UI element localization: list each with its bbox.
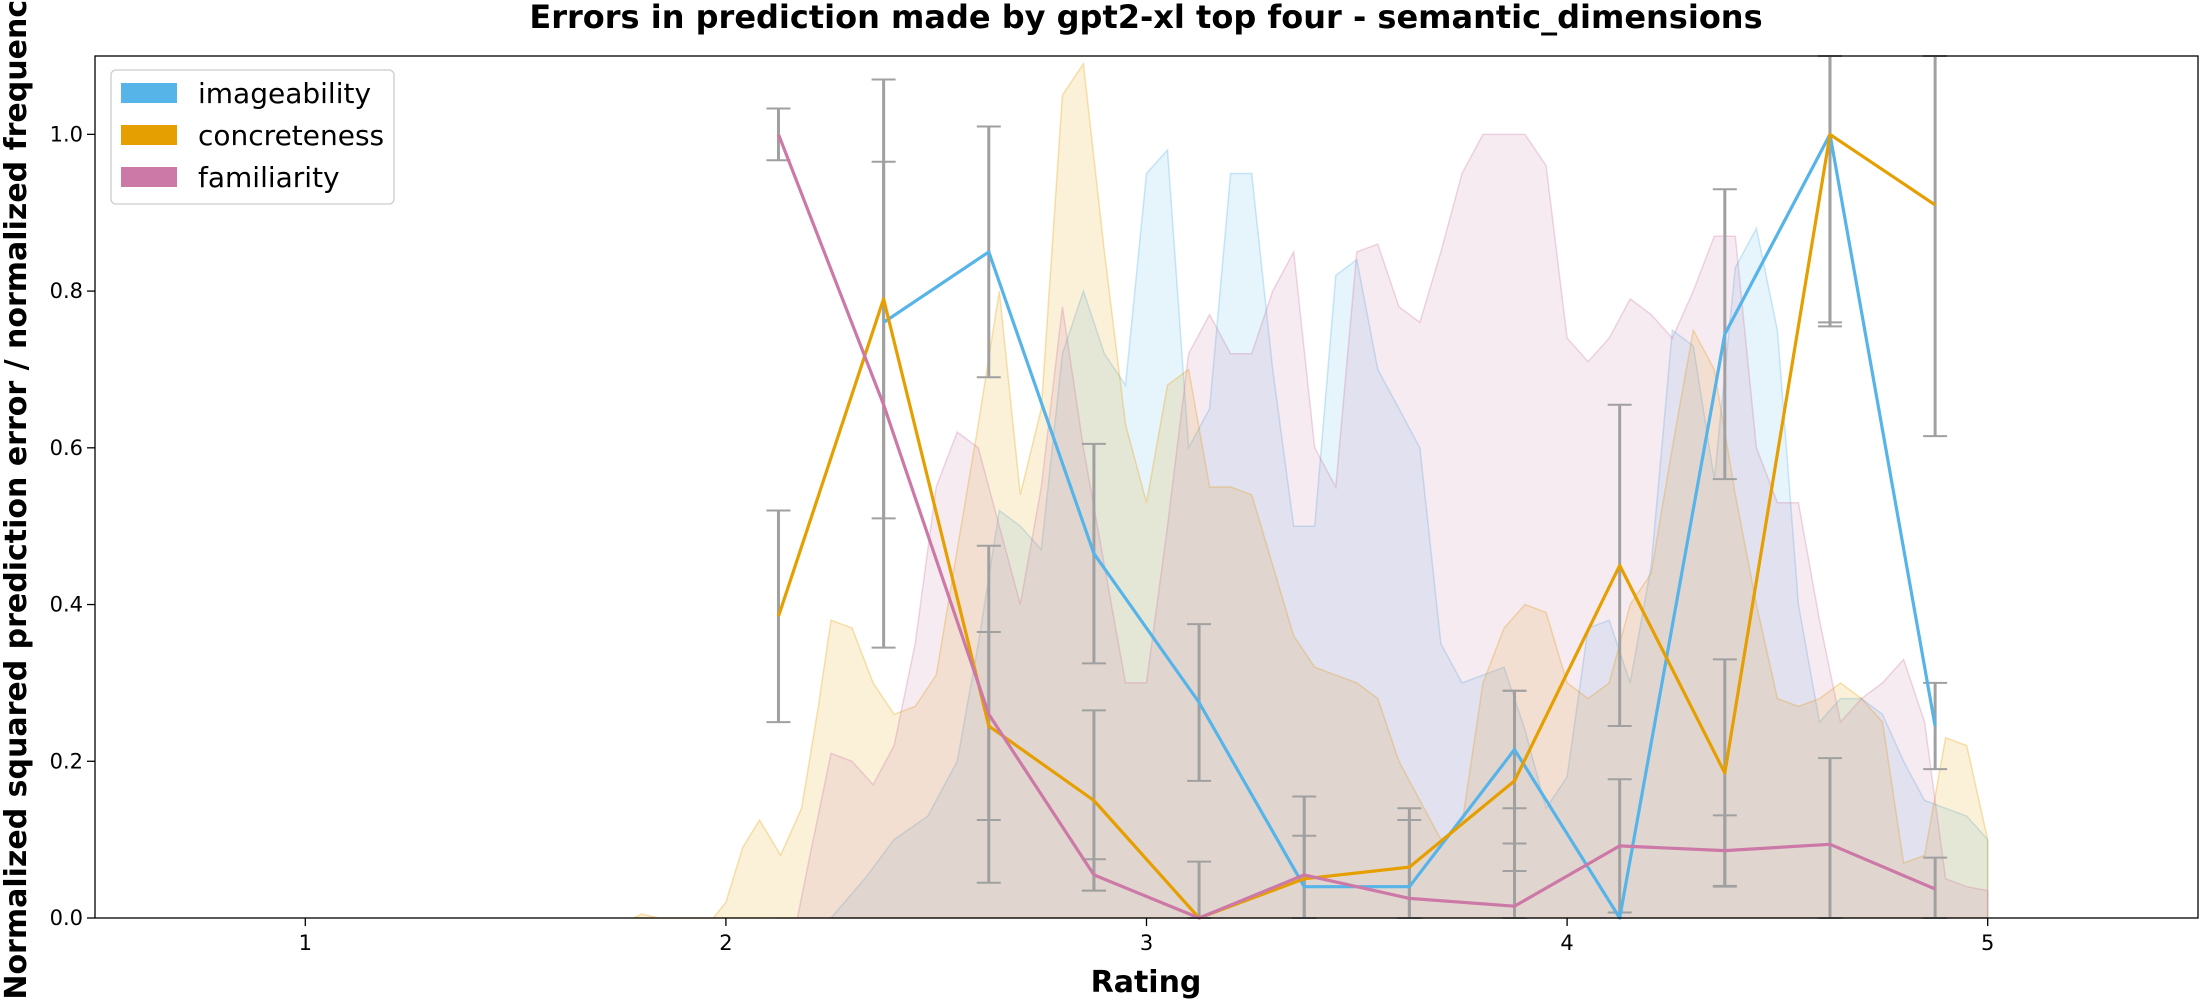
y-tick-label: 0.4 bbox=[50, 593, 83, 617]
x-tick-label: 2 bbox=[719, 931, 732, 955]
errorbar-concreteness bbox=[766, 509, 791, 724]
x-tick-label: 1 bbox=[299, 931, 312, 955]
density-area-concreteness bbox=[633, 61, 1989, 919]
legend-box bbox=[110, 69, 395, 205]
y-tick-label: 0.8 bbox=[50, 279, 83, 303]
y-tick-label: 0.6 bbox=[50, 436, 83, 460]
x-tick-label: 5 bbox=[1981, 931, 1994, 955]
legend-entry-concreteness: concreteness bbox=[121, 119, 384, 152]
x-tick-label: 3 bbox=[1140, 931, 1153, 955]
x-axis: 1 2 3 4 5 bbox=[299, 918, 1994, 955]
x-axis-label: Rating bbox=[1091, 965, 1202, 1000]
legend-label: familiarity bbox=[198, 161, 340, 194]
errorbar-familiarity bbox=[766, 107, 791, 162]
series-line-familiarity bbox=[777, 133, 1936, 920]
y-tick-label: 1.0 bbox=[50, 122, 83, 146]
chart-title: Errors in prediction made by gpt2-xl top… bbox=[529, 0, 1762, 36]
series-line-concreteness bbox=[776, 132, 1936, 920]
series-line-imageability bbox=[882, 132, 1937, 920]
density-area-familiarity bbox=[776, 133, 1989, 919]
errorbar-concreteness bbox=[1923, 55, 1948, 438]
legend-label: imageability bbox=[198, 77, 371, 110]
legend-entry-familiarity: familiarity bbox=[121, 161, 340, 194]
line-layer bbox=[776, 132, 1937, 920]
legend-label: concreteness bbox=[198, 119, 384, 152]
legend-swatch bbox=[121, 83, 177, 103]
y-tick-label: 0.2 bbox=[50, 749, 83, 773]
y-axis-label: Normalized squared prediction error / no… bbox=[0, 0, 34, 1000]
legend-swatch bbox=[121, 167, 177, 187]
y-tick-label: 0.0 bbox=[50, 906, 83, 930]
legend-entry-imageability: imageability bbox=[121, 77, 371, 110]
density-layer bbox=[633, 61, 1989, 919]
legend-swatch bbox=[121, 125, 177, 145]
density-area-imageability bbox=[829, 148, 1989, 919]
y-axis: 0.0 0.2 0.4 0.6 0.8 1.0 bbox=[50, 122, 95, 930]
legend: imageability concreteness familiarity bbox=[110, 69, 395, 205]
x-tick-label: 4 bbox=[1560, 931, 1573, 955]
